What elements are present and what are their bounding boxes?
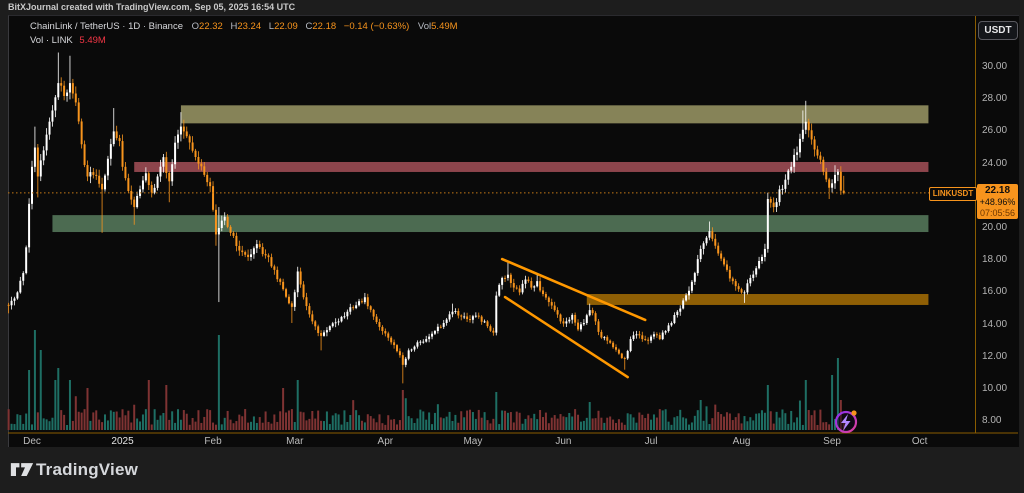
price-tick-label: 8.00 — [982, 415, 1002, 427]
resistance-zone-red[interactable] — [134, 161, 929, 172]
price-zones-layer — [52, 105, 929, 305]
volume-histogram-layer — [7, 330, 845, 430]
exchange-label: Binance — [148, 21, 184, 32]
price-tick-label: 12.00 — [982, 350, 1008, 362]
close-value: 22.18 — [312, 21, 337, 32]
footer-bar: TradingView — [0, 447, 1024, 493]
tradingview-logo-icon[interactable] — [10, 460, 34, 480]
boost-spinner-icon[interactable] — [834, 410, 858, 434]
low-label: L — [268, 21, 275, 32]
time-tick-label-may: May — [463, 436, 483, 447]
demand-zone-orange[interactable] — [586, 294, 929, 305]
volume-indicator-value: 5.49M — [79, 35, 106, 46]
legend-separator: · — [122, 21, 126, 32]
symbol-price-tag: LINKUSDT — [929, 187, 977, 201]
tradingview-wordmark[interactable]: TradingView — [36, 460, 139, 479]
volume-value: 5.49M — [431, 21, 458, 32]
bar-countdown: 07:05:56 — [979, 208, 1016, 218]
time-tick-label-apr: Apr — [377, 436, 394, 447]
price-tick-label: 26.00 — [982, 125, 1008, 137]
open-label: O — [191, 21, 200, 32]
time-tick-label-2025: 2025 — [111, 436, 134, 447]
symbol-title: ChainLink / TetherUS — [30, 21, 120, 32]
supply-zone-olive[interactable] — [180, 105, 929, 124]
change-value: −0.14 (−0.63%) — [343, 21, 410, 32]
time-tick-label-jul: Jul — [644, 436, 658, 447]
attribution-bar: BitXJournal created with TradingView.com… — [0, 0, 1024, 15]
falling-wedge-lower[interactable] — [503, 295, 629, 379]
last-price-label: 22.18 +48.96% 07:05:56 — [977, 184, 1018, 219]
price-tick-label: 18.00 — [982, 254, 1008, 266]
volume-indicator-title: Vol · LINK — [30, 35, 73, 46]
time-tick-label-feb: Feb — [204, 436, 222, 447]
high-label: H — [230, 21, 238, 32]
support-zone-green[interactable] — [52, 215, 929, 233]
interval-label: 1D — [128, 21, 141, 32]
close-label: C — [305, 21, 313, 32]
attribution-text: BitXJournal created with TradingView.com… — [8, 2, 296, 12]
time-tick-label-aug: Aug — [732, 436, 751, 447]
time-tick-label-mar: Mar — [286, 436, 304, 447]
volume-label: Vol — [417, 21, 432, 32]
time-tick-label-jun: Jun — [555, 436, 572, 447]
low-value: 22.09 — [274, 21, 298, 32]
volume-indicator-row[interactable]: Vol · LINK 5.49M — [30, 35, 106, 46]
symbol-legend-row[interactable]: ChainLink / TetherUS · 1D · Binance O22.… — [30, 21, 458, 32]
price-tick-label: 24.00 — [982, 157, 1008, 169]
time-tick-label-sep: Sep — [823, 436, 841, 447]
notification-dot — [851, 410, 857, 416]
legend-separator: · — [142, 21, 147, 32]
currency-toggle-button[interactable]: USDT — [978, 21, 1018, 40]
price-tick-label: 10.00 — [982, 383, 1008, 394]
price-tick-label: 20.00 — [982, 222, 1008, 233]
price-change-percent: +48.96% — [979, 196, 1016, 207]
candlestick-layer — [7, 52, 845, 384]
trendlines-layer — [500, 257, 647, 379]
price-tick-label: 14.00 — [982, 318, 1008, 330]
time-tick-label-oct: Oct — [911, 436, 928, 447]
high-value: 23.24 — [237, 21, 262, 32]
price-tick-label: 28.00 — [982, 93, 1008, 105]
price-tick-label: 30.00 — [982, 61, 1008, 72]
open-value: 22.32 — [199, 21, 223, 32]
falling-wedge-upper[interactable] — [500, 257, 647, 322]
time-tick-label-dec: Dec — [23, 436, 41, 447]
price-chart-canvas[interactable] — [0, 15, 1024, 447]
price-tick-label: 16.00 — [982, 286, 1008, 298]
last-price-value: 22.18 — [984, 185, 1011, 196]
